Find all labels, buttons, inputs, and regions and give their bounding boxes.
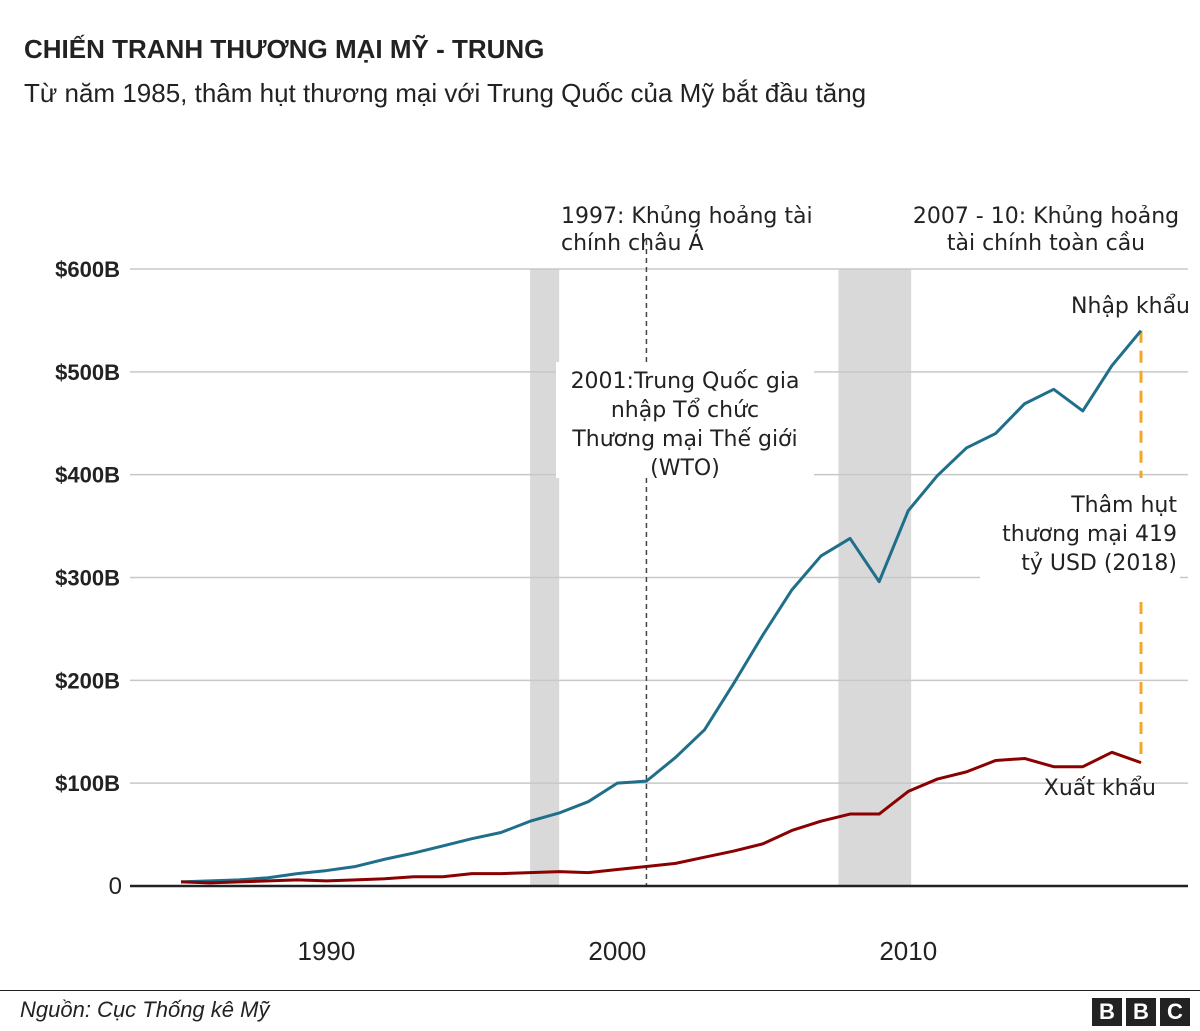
x-tick-label: 1990 <box>298 936 356 966</box>
y-tick-label: $600B <box>55 257 120 282</box>
exports-line <box>180 750 1142 885</box>
y-tick-label: $500B <box>55 360 120 385</box>
deficit-label-background <box>980 486 1180 598</box>
wto-annotation: nhập Tổ chức <box>611 398 759 423</box>
y-tick-label: 0 <box>109 873 122 900</box>
deficit-annotation: thương mại 419 <box>1002 522 1177 547</box>
deficit-annotation: Thâm hụt <box>1070 493 1177 518</box>
imports-line <box>180 329 1143 884</box>
chart-subtitle: Từ năm 1985, thâm hụt thương mại với Tru… <box>24 78 867 108</box>
y-tick-label: $200B <box>55 668 120 693</box>
wto-label-background <box>556 362 814 478</box>
wto-annotation: 2001:Trung Quốc gia <box>571 369 800 394</box>
source-note: Nguồn: Cục Thống kê Mỹ <box>20 997 270 1022</box>
x-tick-label: 2000 <box>588 936 646 966</box>
y-tick-label: $400B <box>55 463 120 488</box>
asia-crisis-annotation: 1997: Khủng hoảng tài <box>561 204 813 229</box>
y-tick-label: $300B <box>55 566 120 591</box>
footer-divider <box>0 990 1200 991</box>
y-tick-label: $100B <box>55 771 120 796</box>
wto-annotation: (WTO) <box>650 456 720 481</box>
imports-series-label: Nhập khẩu <box>1071 294 1190 319</box>
exports-series-label: Xuất khẩu <box>1044 776 1156 801</box>
global-crisis-annotation: 2007 - 10: Khủng hoảng <box>913 204 1179 229</box>
asia-crisis-annotation: chính châu Á <box>561 230 704 256</box>
deficit-annotation: tỷ USD (2018) <box>1021 551 1177 576</box>
x-tick-label: 2010 <box>879 936 937 966</box>
global-crisis-annotation: tài chính toàn cầu <box>947 231 1145 256</box>
wto-annotation: Thương mại Thế giới <box>571 427 797 452</box>
chart-title: CHIẾN TRANH THƯƠNG MẠI MỸ - TRUNG <box>24 34 545 64</box>
